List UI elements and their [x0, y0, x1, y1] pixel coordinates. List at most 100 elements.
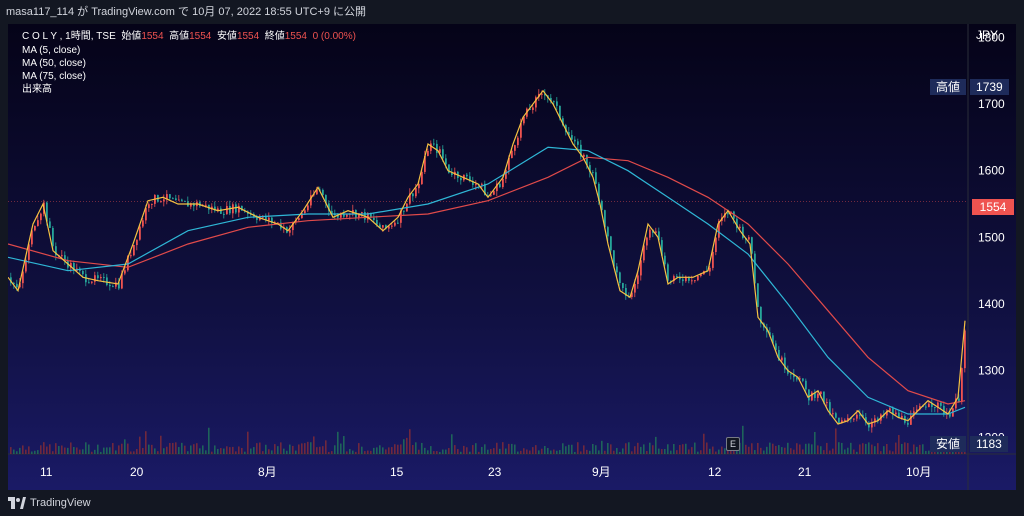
candle-body	[28, 244, 30, 260]
volume-bar	[457, 449, 459, 454]
volume-bar	[865, 443, 867, 454]
candle-body	[523, 116, 525, 124]
candle-body	[493, 191, 495, 195]
volume-bar	[25, 449, 27, 454]
candle-body	[397, 222, 399, 224]
legend-ma5[interactable]: MA (5, close)	[22, 45, 81, 56]
volume-bar	[505, 448, 507, 454]
volume-bar	[517, 451, 519, 454]
x-tick-label: 23	[488, 465, 502, 479]
volume-bar	[946, 450, 948, 454]
candle-body	[64, 255, 66, 261]
volume-bar	[67, 447, 69, 454]
candle-body	[664, 255, 666, 265]
volume-bar	[523, 448, 525, 454]
volume-bar	[301, 443, 303, 454]
candle-body	[73, 262, 75, 271]
candle-body	[358, 213, 360, 218]
volume-bar	[88, 444, 90, 454]
high-tag-value: 1739	[970, 79, 1009, 95]
volume-bar	[961, 450, 963, 454]
chart-area[interactable]: 120013001400150016001700180011208月15239月…	[8, 24, 1016, 490]
candle-body	[22, 271, 24, 284]
volume-bar	[157, 451, 159, 454]
volume-bar	[793, 449, 795, 454]
candle-body	[871, 422, 873, 428]
volume-bar	[856, 451, 858, 454]
legend-symbol[interactable]: C O L Y , 1時間, TSE	[22, 31, 116, 42]
volume-bar	[145, 431, 147, 454]
volume-bar	[337, 431, 339, 454]
candle-body	[175, 198, 177, 201]
candle-body	[310, 195, 312, 206]
volume-bar	[340, 443, 342, 454]
candle-body	[136, 239, 138, 246]
volume-bar	[313, 436, 315, 454]
legend-ma50[interactable]: MA (50, close)	[22, 58, 86, 69]
volume-bar	[298, 444, 300, 454]
volume-bar	[823, 450, 825, 454]
candle-body	[772, 335, 774, 344]
volume-bar	[538, 450, 540, 454]
candle-body	[820, 391, 822, 394]
candle-body	[754, 253, 756, 284]
candle-body	[667, 264, 669, 281]
volume-bar	[775, 445, 777, 454]
candle-body	[697, 276, 699, 281]
volume-bar	[619, 451, 621, 454]
volume-bar	[163, 448, 165, 454]
candle-body	[61, 255, 63, 257]
candle-body	[691, 280, 693, 282]
volume-bar	[763, 450, 765, 454]
volume-bar	[70, 442, 72, 454]
legend-open-label: 始値	[121, 31, 142, 42]
candle-body	[643, 245, 645, 261]
candle-body	[610, 236, 612, 251]
candle-body	[25, 259, 27, 272]
candle-body	[142, 220, 144, 227]
tradingview-logo[interactable]: TradingView	[8, 490, 91, 516]
candle-body	[718, 221, 720, 238]
candle-body	[106, 277, 108, 285]
ma50-line	[8, 146, 966, 415]
volume-bar	[235, 451, 237, 454]
volume-bar	[124, 439, 126, 454]
legend-volume[interactable]: 出来高	[22, 84, 52, 95]
volume-bar	[358, 443, 360, 454]
footer-bar: TradingView	[0, 490, 1024, 516]
volume-bar	[442, 449, 444, 454]
volume-bar	[649, 442, 651, 454]
candle-body	[415, 188, 417, 197]
volume-bar	[346, 451, 348, 454]
candle-body	[499, 183, 501, 188]
volume-bar	[883, 446, 885, 454]
candle-body	[550, 97, 552, 102]
candle-body	[790, 373, 792, 375]
volume-bar	[490, 449, 492, 454]
legend-close-label: 終値	[264, 31, 285, 42]
price-chart[interactable]: 120013001400150016001700180011208月15239月…	[8, 24, 1016, 490]
volume-bar	[652, 445, 654, 454]
volume-bar	[115, 450, 117, 454]
volume-bar	[388, 447, 390, 454]
volume-bar	[319, 446, 321, 454]
candle-body	[520, 123, 522, 138]
volume-bar	[286, 450, 288, 454]
volume-bar	[691, 447, 693, 454]
volume-bar	[853, 449, 855, 454]
legend-high-value: 1554	[189, 31, 212, 42]
volume-bar	[547, 447, 549, 454]
volume-bar	[916, 446, 918, 454]
candle-body	[898, 412, 900, 418]
volume-bar	[604, 450, 606, 454]
volume-bar	[154, 448, 156, 454]
volume-bar	[238, 446, 240, 454]
y-tick-label: 1500	[978, 230, 1005, 244]
candle-body	[544, 93, 546, 96]
candle-body	[814, 392, 816, 398]
volume-bar	[631, 451, 633, 454]
candle-body	[13, 282, 15, 284]
earnings-event-badge[interactable]: E	[726, 437, 740, 451]
legend-ma75[interactable]: MA (75, close)	[22, 71, 86, 82]
volume-bar	[202, 445, 204, 454]
